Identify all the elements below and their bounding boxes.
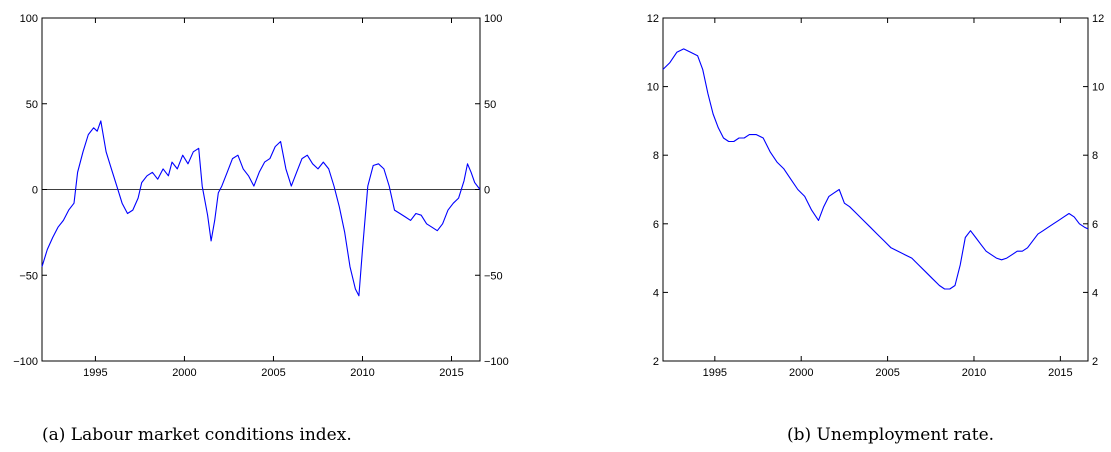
chart-a: 1995 2000 2005 2010 2015 −100 −100 −50 −50 0 0 50 50…: [13, 13, 509, 379]
y-tick-label-left: 100: [20, 13, 38, 25]
x-tick-label: 2010: [350, 367, 374, 379]
y-tick-label-right: 2: [1092, 356, 1098, 368]
y-tick-label-right: 6: [1092, 219, 1098, 231]
x-tick-label: 2000: [172, 367, 196, 379]
plot-frame: [662, 17, 1089, 362]
y-tick-label-right: 100: [484, 13, 502, 25]
x-tick-label: 1995: [83, 367, 107, 379]
y-tick-label-left: 4: [653, 287, 659, 299]
x-tick-label: 2015: [439, 367, 463, 379]
y-tick-label-right: 50: [484, 99, 496, 111]
caption-b: (b) Unemployment rate.: [787, 425, 994, 445]
y-tick-label-right: 4: [1092, 287, 1098, 299]
y-tick-label-left: −50: [19, 270, 38, 282]
y-tick-label-right: 12: [1092, 13, 1104, 25]
y-tick-label-left: 12: [647, 13, 659, 25]
series-line: [41, 120, 481, 297]
x-tick-label: 2010: [962, 367, 986, 379]
y-tick-label-left: −100: [13, 356, 38, 368]
series-line: [662, 48, 1089, 290]
chart-b: 1995 2000 2005 2010 2015 2 2 4 4 6 6 8 8 10 10 12 12: [647, 13, 1105, 379]
y-tick-label-right: −50: [484, 270, 503, 282]
y-tick-label-left: 10: [647, 82, 659, 94]
x-tick-label: 2015: [1048, 367, 1072, 379]
y-tick-label-right: 0: [484, 185, 490, 197]
y-tick-label-left: 0: [32, 185, 38, 197]
y-tick-label-left: 8: [653, 150, 659, 162]
y-tick-label-left: 50: [26, 99, 38, 111]
y-tick-label-right: 10: [1092, 82, 1104, 94]
y-tick-label-left: 6: [653, 219, 659, 231]
x-tick-label: 2000: [789, 367, 813, 379]
y-tick-label-right: 8: [1092, 150, 1098, 162]
caption-a: (a) Labour market conditions index.: [42, 425, 352, 445]
x-tick-label: 2005: [261, 367, 285, 379]
x-tick-label: 2005: [875, 367, 899, 379]
y-tick-label-left: 2: [653, 356, 659, 368]
y-tick-label-right: −100: [484, 356, 509, 368]
x-tick-label: 1995: [703, 367, 727, 379]
